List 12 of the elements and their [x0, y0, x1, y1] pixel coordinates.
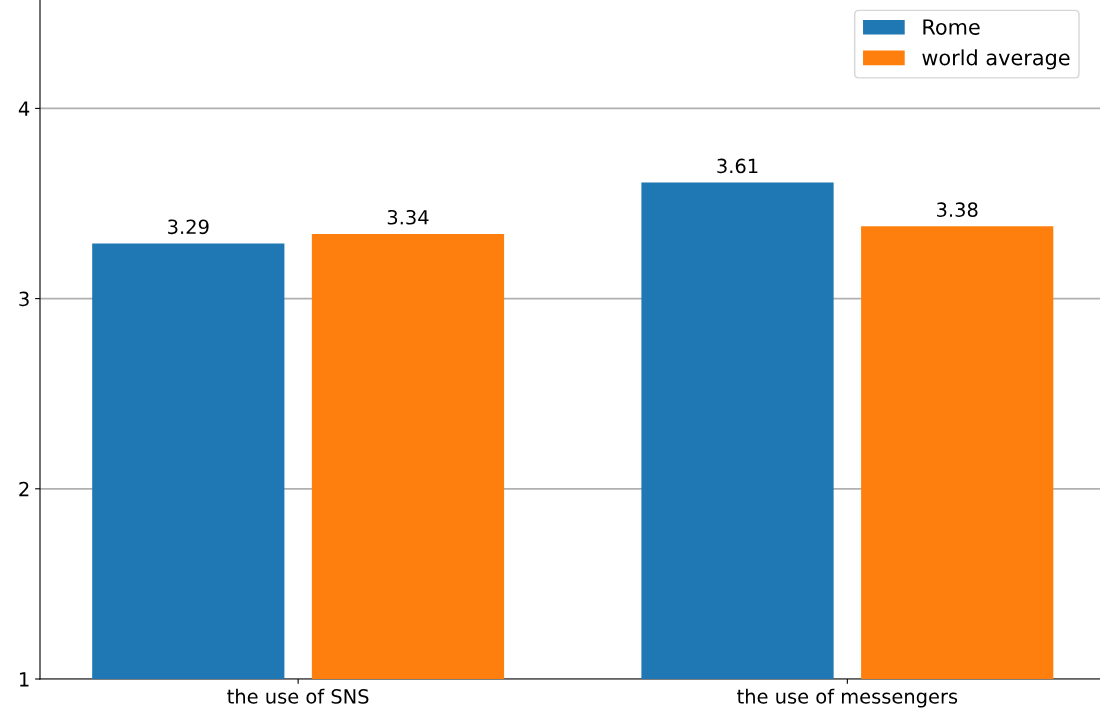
data-label: 3.38	[937, 202, 978, 218]
x-tick-label: the use of SNS	[227, 688, 369, 704]
legend-label: world average	[922, 49, 1070, 70]
y-tick-label: 2	[19, 481, 29, 497]
x-tick-label: the use of messengers	[737, 688, 958, 708]
y-tick-label: 1	[20, 672, 29, 687]
y-tick-label: 4	[18, 101, 30, 116]
legend-label: Rome	[923, 19, 980, 35]
y-tick-label: 3	[19, 291, 29, 307]
data-label: 3.34	[387, 209, 429, 225]
data-label: 3.61	[717, 158, 758, 174]
data-label: 3.29	[168, 219, 209, 235]
